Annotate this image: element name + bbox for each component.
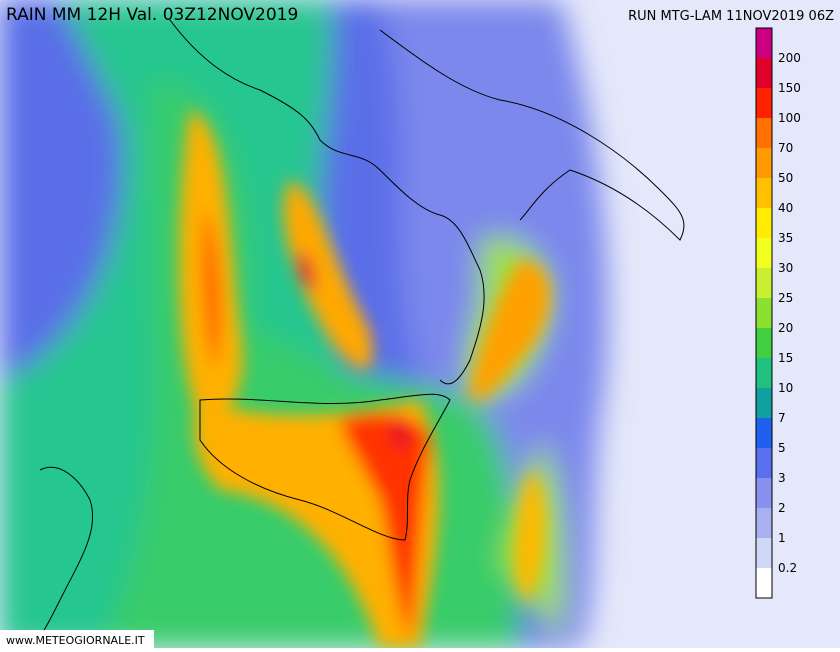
legend-swatch [756, 208, 772, 238]
legend-label: 50 [778, 171, 793, 185]
legend-label: 0.2 [778, 561, 797, 575]
legend-swatch [756, 508, 772, 538]
legend-swatch [756, 388, 772, 418]
coastlines [29, 19, 685, 649]
legend-label: 25 [778, 291, 793, 305]
legend-swatch [756, 328, 772, 358]
legend-label: 70 [778, 141, 793, 155]
legend-label: 7 [778, 411, 786, 425]
legend-label: 2 [778, 501, 786, 515]
credit: www.METEOGIORNALE.IT [6, 634, 145, 647]
legend: 200 150 100 70 50 40 35 30 25 20 15 10 7 5 3 2 1 0.2 [755, 27, 801, 599]
legend-label: 5 [778, 441, 786, 455]
legend-label: 100 [778, 111, 801, 125]
legend-swatch [756, 358, 772, 388]
legend-swatch [756, 58, 772, 88]
legend-label: 10 [778, 381, 793, 395]
credit-bg [0, 630, 154, 648]
legend-label: 20 [778, 321, 793, 335]
legend-label: 30 [778, 261, 793, 275]
legend-swatch [756, 418, 772, 448]
legend-swatch [756, 298, 772, 328]
legend-swatch [756, 118, 772, 148]
run-info: RUN MTG-LAM 11NOV2019 06Z [628, 9, 834, 24]
legend-swatch [756, 238, 772, 268]
legend-label: 40 [778, 201, 793, 215]
legend-swatch [756, 478, 772, 508]
legend-swatch [756, 148, 772, 178]
legend-label: 35 [778, 231, 793, 245]
legend-label: 1 [778, 531, 786, 545]
legend-label: 3 [778, 471, 786, 485]
legend-swatch [756, 448, 772, 478]
legend-swatch [756, 28, 772, 58]
legend-swatch [756, 178, 772, 208]
legend-label: 150 [778, 81, 801, 95]
map-title: RAIN MM 12H Val. 03Z12NOV2019 [6, 5, 298, 25]
legend-label: 200 [778, 51, 801, 65]
legend-swatch [756, 268, 772, 298]
legend-swatch [756, 538, 772, 568]
legend-frame [755, 27, 773, 599]
legend-swatch [756, 568, 772, 598]
legend-label: 15 [778, 351, 793, 365]
legend-swatch [756, 88, 772, 118]
